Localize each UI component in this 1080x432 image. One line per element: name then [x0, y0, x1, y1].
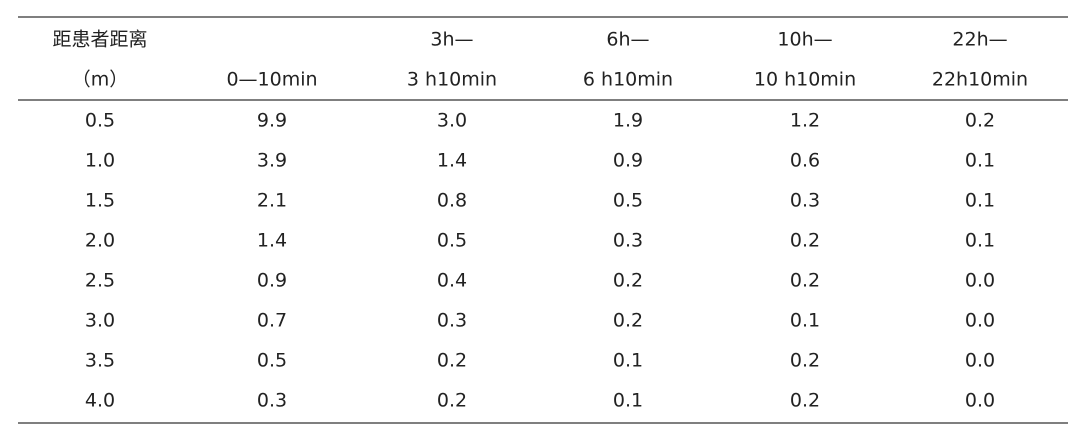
cell: 0.8 [437, 190, 467, 212]
cell: 0.0 [965, 310, 995, 332]
header-cell: 3h— [430, 29, 473, 51]
header-cell: 10h— [777, 29, 832, 51]
cell: 0.2 [790, 270, 820, 292]
cell: 0.3 [790, 190, 820, 212]
cell: 0.9 [257, 270, 287, 292]
cell: 2.5 [85, 270, 115, 292]
cell: 0.2 [790, 390, 820, 412]
cell: 2.0 [85, 230, 115, 252]
cell: 0.9 [613, 150, 643, 172]
header-cell: 距患者距离 [52, 29, 147, 51]
cell: 3.5 [85, 350, 115, 372]
cell: 1.0 [85, 150, 115, 172]
header-cell: 10 h10min [754, 69, 856, 91]
cell: 0.1 [965, 150, 995, 172]
cell: 0.5 [613, 190, 643, 212]
cell: 0.5 [257, 350, 287, 372]
cell: 0.2 [965, 110, 995, 132]
cell: 0.5 [85, 110, 115, 132]
cell: 9.9 [257, 110, 287, 132]
header-cell: 3 h10min [407, 69, 497, 91]
cell: 4.0 [85, 390, 115, 412]
cell: 1.4 [437, 150, 467, 172]
cell: 0.3 [437, 310, 467, 332]
cell: 0.2 [437, 390, 467, 412]
cell: 0.0 [965, 270, 995, 292]
cell: 1.2 [790, 110, 820, 132]
cell: 0.1 [613, 390, 643, 412]
header-cell: （m） [72, 69, 129, 91]
cell: 0.1 [613, 350, 643, 372]
header-cell: 22h10min [932, 69, 1028, 91]
cell: 0.0 [965, 350, 995, 372]
cell: 0.3 [257, 390, 287, 412]
cell: 2.1 [257, 190, 287, 212]
cell: 0.2 [613, 310, 643, 332]
header-cell: 6 h10min [583, 69, 673, 91]
cell: 0.5 [437, 230, 467, 252]
cell: 0.2 [437, 350, 467, 372]
cell: 1.5 [85, 190, 115, 212]
cell: 0.0 [965, 390, 995, 412]
cell: 0.1 [965, 190, 995, 212]
cell: 0.7 [257, 310, 287, 332]
cell: 0.2 [613, 270, 643, 292]
cell: 0.1 [790, 310, 820, 332]
cell: 3.9 [257, 150, 287, 172]
cell: 3.0 [437, 110, 467, 132]
header-cell: 22h— [952, 29, 1007, 51]
cell: 0.4 [437, 270, 467, 292]
cell: 1.9 [613, 110, 643, 132]
cell: 0.1 [965, 230, 995, 252]
cell: 0.6 [790, 150, 820, 172]
header-cell: 6h— [606, 29, 649, 51]
cell: 0.3 [613, 230, 643, 252]
cell: 0.2 [790, 230, 820, 252]
header-cell: 0—10min [226, 69, 317, 91]
cell: 0.2 [790, 350, 820, 372]
cell: 1.4 [257, 230, 287, 252]
cell: 3.0 [85, 310, 115, 332]
